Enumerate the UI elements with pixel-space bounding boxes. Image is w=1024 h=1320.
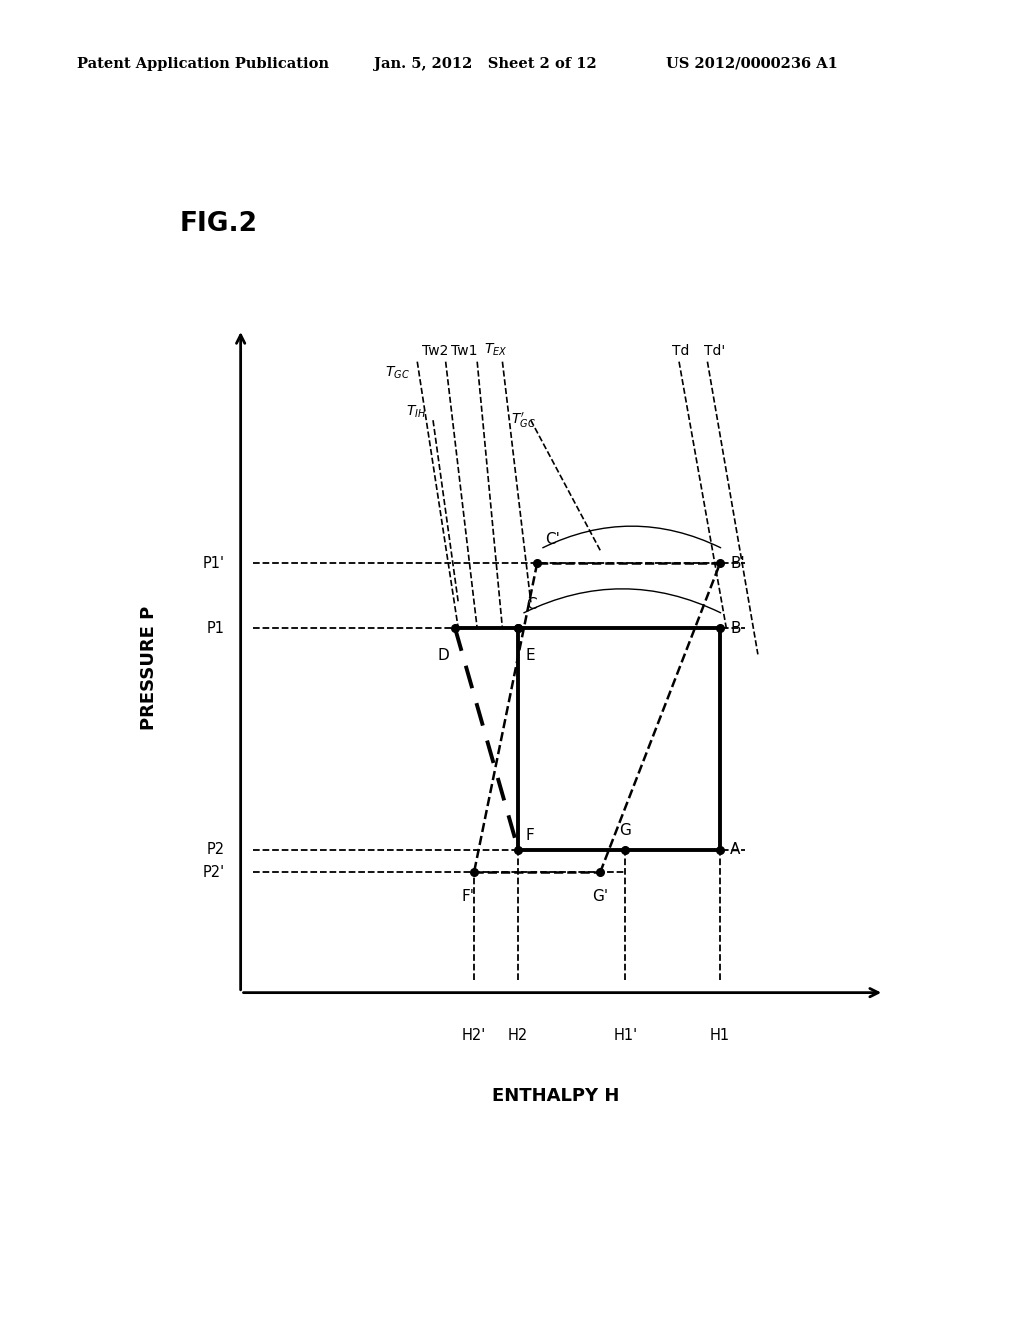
- Text: US 2012/0000236 A1: US 2012/0000236 A1: [666, 57, 838, 71]
- Text: ENTHALPY H: ENTHALPY H: [493, 1086, 620, 1105]
- Text: FIG.2: FIG.2: [179, 211, 257, 238]
- Text: C: C: [525, 597, 537, 612]
- Text: PRESSURE P: PRESSURE P: [140, 606, 158, 730]
- Text: B: B: [730, 620, 740, 636]
- Text: P2': P2': [203, 865, 225, 880]
- Text: Td: Td: [672, 345, 689, 359]
- Text: A: A: [730, 842, 740, 857]
- Text: $T_{GC}$: $T_{GC}$: [385, 364, 410, 381]
- Text: Tw2: Tw2: [422, 345, 449, 359]
- Text: Td': Td': [705, 345, 726, 359]
- Text: H2': H2': [462, 1028, 486, 1043]
- Text: P1: P1: [207, 620, 225, 636]
- Text: H2: H2: [508, 1028, 528, 1043]
- Text: E: E: [525, 648, 536, 663]
- Text: $T_{EX}$: $T_{EX}$: [484, 342, 508, 359]
- Text: $T_{GC}'$: $T_{GC}'$: [511, 411, 536, 430]
- Text: D: D: [437, 648, 449, 663]
- Text: F': F': [461, 888, 474, 904]
- Text: Tw1: Tw1: [452, 345, 478, 359]
- Text: G: G: [620, 822, 632, 838]
- Text: B': B': [730, 556, 744, 570]
- Text: P1': P1': [203, 556, 225, 570]
- Text: C': C': [545, 532, 559, 546]
- Text: H1: H1: [710, 1028, 730, 1043]
- Text: G': G': [592, 888, 608, 904]
- Text: Jan. 5, 2012   Sheet 2 of 12: Jan. 5, 2012 Sheet 2 of 12: [374, 57, 597, 71]
- Text: H1': H1': [613, 1028, 638, 1043]
- Text: F: F: [525, 828, 535, 843]
- Text: P2: P2: [207, 842, 225, 857]
- Text: $T_{IH}$: $T_{IH}$: [406, 404, 426, 420]
- Text: Patent Application Publication: Patent Application Publication: [77, 57, 329, 71]
